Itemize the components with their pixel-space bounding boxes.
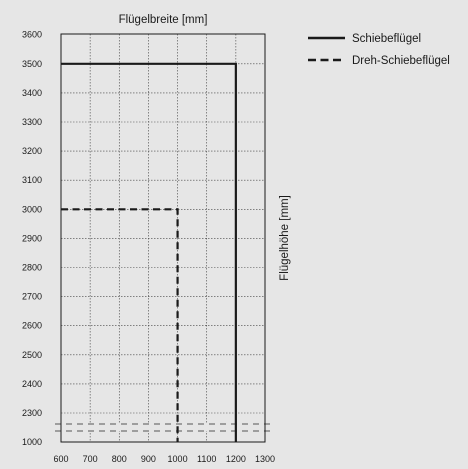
y-tick-label: 3200 xyxy=(22,146,42,156)
y-tick-label: 2900 xyxy=(22,233,42,243)
x-tick-label: 900 xyxy=(141,454,156,464)
y-tick-label: 3000 xyxy=(22,204,42,214)
legend-label-2: Dreh-Schiebeflügel xyxy=(352,55,450,67)
legend-label-1: Schiebeflügel xyxy=(352,33,421,45)
x-tick-label: 600 xyxy=(53,454,68,464)
y-tick-label: 2300 xyxy=(22,408,42,418)
x-tick-labels: 600 700 800 900 1000 1100 1200 1300 xyxy=(53,454,275,464)
plot-frame xyxy=(60,33,266,443)
x-tick-label: 1200 xyxy=(226,454,246,464)
axis-break-gap xyxy=(55,424,271,431)
legend: Schiebeflügel Dreh-Schiebeflügel xyxy=(308,33,450,67)
y-tick-labels: 1000 2300 2400 2500 2600 2700 2800 2900 3000 3100… xyxy=(22,30,42,447)
series-lines xyxy=(61,62,237,442)
x-tick-label: 1000 xyxy=(168,454,188,464)
x-tick-label: 800 xyxy=(112,454,127,464)
x-tick-label: 700 xyxy=(83,454,98,464)
y-tick-label: 3600 xyxy=(22,30,42,40)
series-line-1 xyxy=(61,62,237,442)
y-tick-label: 3400 xyxy=(22,88,42,98)
y-tick-label: 2800 xyxy=(22,263,42,273)
y-tick-label: 2400 xyxy=(22,379,42,389)
y-axis-title: Flügelhöhe [mm] xyxy=(279,195,291,281)
x-tick-label: 1300 xyxy=(255,454,275,464)
y-tick-label: 2600 xyxy=(22,321,42,331)
y-tick-label: 3300 xyxy=(22,117,42,127)
y-tick-label: 1000 xyxy=(22,437,42,447)
y-tick-label: 3100 xyxy=(22,175,42,185)
y-tick-label: 2700 xyxy=(22,292,42,302)
x-tick-label: 1100 xyxy=(197,454,216,464)
x-axis-title: Flügelbreite [mm] xyxy=(119,14,208,26)
series-line-2 xyxy=(61,208,179,442)
grid xyxy=(61,34,265,442)
y-tick-label: 2500 xyxy=(22,350,42,360)
y-tick-label: 3500 xyxy=(22,59,42,69)
axis-break xyxy=(55,423,271,432)
